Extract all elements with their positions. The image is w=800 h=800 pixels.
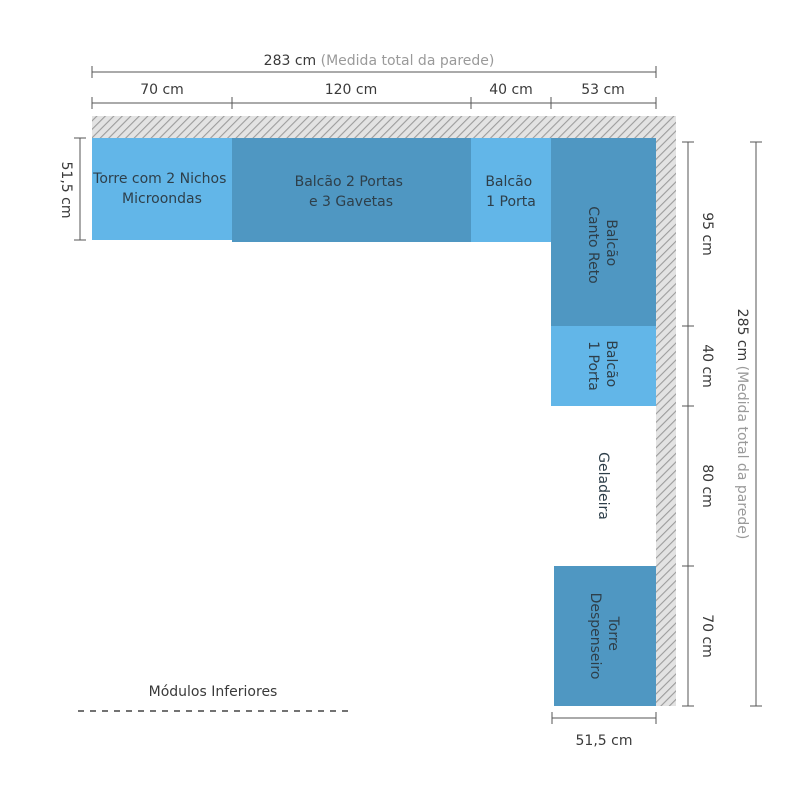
top-total-dimension: 283 cm (Medida total da parede)	[91, 53, 657, 78]
right-segment-dimensions: 95 cm 40 cm 80 cm 70 cm	[682, 141, 715, 707]
module-torre-nichos	[92, 138, 232, 240]
bottom-depth-dimension: 51,5 cm	[551, 712, 657, 749]
right-segment-70: 70 cm	[699, 614, 715, 658]
label-geladeira: Geladeira	[595, 452, 611, 520]
top-segment-dimensions: 70 cm 120 cm 40 cm 53 cm	[91, 82, 657, 109]
label-torre-despenseiro: Torre Despenseiro	[587, 593, 621, 680]
right-total-label: 285 cm (Medida total da parede)	[734, 309, 750, 540]
label-balcao-1-porta-side: Balcão 1 Porta	[585, 340, 619, 391]
label-balcao-canto-reto: Balcão Canto Reto	[585, 206, 619, 284]
left-depth-dimension: 51,5 cm	[58, 137, 86, 241]
module-balcao-1-porta-side	[551, 326, 656, 406]
module-torre-despenseiro	[554, 566, 656, 706]
module-balcao-canto-reto	[551, 138, 656, 326]
top-segment-70: 70 cm	[140, 82, 184, 98]
bottom-depth-label: 51,5 cm	[576, 733, 633, 749]
right-segment-95: 95 cm	[699, 212, 715, 256]
top-segment-120: 120 cm	[325, 82, 378, 98]
top-segment-53: 53 cm	[581, 82, 625, 98]
right-segment-80: 80 cm	[699, 464, 715, 508]
module-balcao-1-porta-top	[471, 138, 551, 242]
top-wall	[92, 116, 676, 138]
legend-label: Módulos Inferiores	[149, 684, 278, 700]
top-total-label: 283 cm (Medida total da parede)	[264, 53, 495, 69]
right-segment-40: 40 cm	[699, 344, 715, 388]
label-balcao-portas-gavetas: Balcão 2 Portas e 3 Gavetas	[295, 174, 408, 210]
legend: Módulos Inferiores	[78, 684, 350, 712]
right-wall	[656, 116, 676, 706]
label-torre-nichos: Torre com 2 Nichos Microondas	[92, 171, 231, 207]
label-balcao-1-porta-top: Balcão 1 Porta	[485, 174, 536, 210]
top-segment-40: 40 cm	[489, 82, 533, 98]
left-depth-label: 51,5 cm	[58, 162, 74, 219]
right-total-dimension: 285 cm (Medida total da parede)	[734, 141, 762, 707]
module-balcao-portas-gavetas	[232, 138, 471, 242]
